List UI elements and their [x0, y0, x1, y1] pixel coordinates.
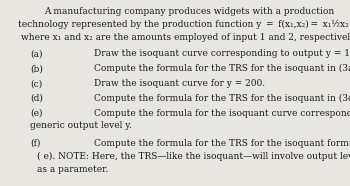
Text: Draw the isoquant curve for y = 200.: Draw the isoquant curve for y = 200. — [94, 79, 266, 88]
Text: technology represented by the production function y  =  f(x₁,x₂) =  x₁½x₂½,: technology represented by the production… — [18, 20, 350, 29]
Text: ( e). NOTE: Here, the TRS—like the isoquant—will involve output level y: ( e). NOTE: Here, the TRS—like the isoqu… — [37, 152, 350, 161]
Text: (d): (d) — [30, 94, 43, 103]
Text: where x₁ and x₂ are the amounts employed of input 1 and 2, respectively.: where x₁ and x₂ are the amounts employed… — [21, 33, 350, 41]
Text: as a parameter.: as a parameter. — [37, 165, 108, 174]
Text: (a): (a) — [30, 49, 42, 58]
Text: Compute the formula for the TRS for the isoquant formula in: Compute the formula for the TRS for the … — [94, 139, 350, 147]
Text: Compute the formula for the isoquant curve corresponding to a: Compute the formula for the isoquant cur… — [94, 109, 350, 118]
Text: generic output level y.: generic output level y. — [30, 121, 132, 130]
Text: (c): (c) — [30, 79, 42, 88]
Text: (b): (b) — [30, 64, 43, 73]
Text: Compute the formula for the TRS for the isoquant in (3c).: Compute the formula for the TRS for the … — [94, 94, 350, 103]
Text: Draw the isoquant curve corresponding to output y = 100.: Draw the isoquant curve corresponding to… — [94, 49, 350, 58]
Text: (f): (f) — [30, 139, 40, 147]
Text: Compute the formula for the TRS for the isoquant in (3a).: Compute the formula for the TRS for the … — [94, 64, 350, 73]
Text: A manufacturing company produces widgets with a production: A manufacturing company produces widgets… — [44, 7, 334, 15]
Text: (e): (e) — [30, 109, 42, 118]
